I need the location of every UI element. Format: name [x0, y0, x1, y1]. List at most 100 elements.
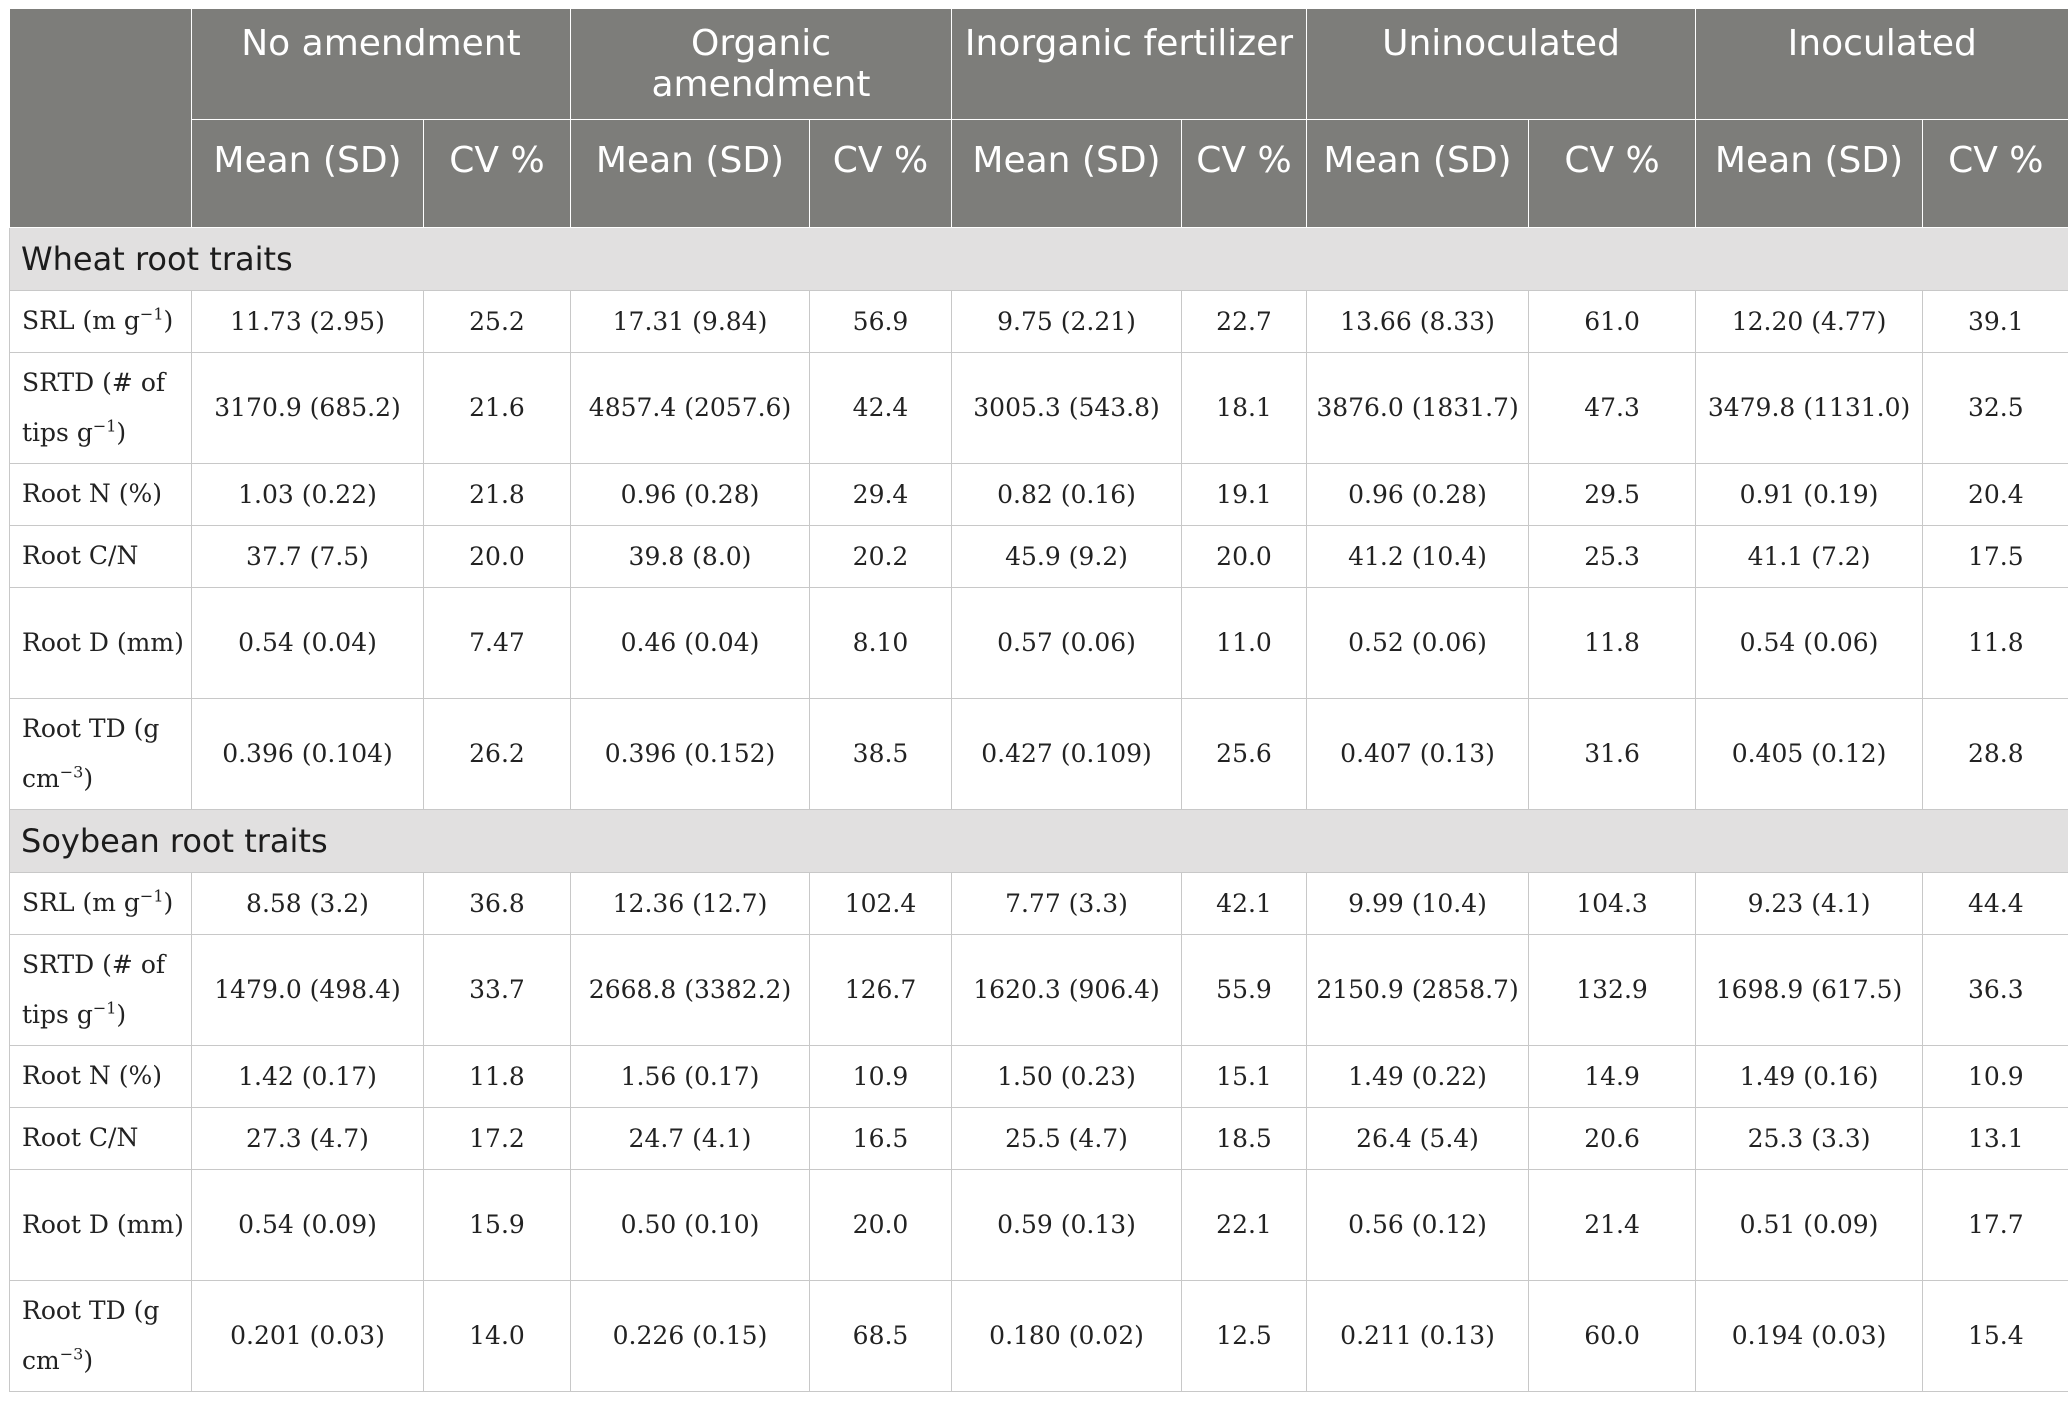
- trait-label-exponent: −1: [139, 304, 164, 324]
- data-table-wrapper: No amendment Organic amendment Inorganic…: [8, 9, 2068, 1392]
- trait-label-text: SRL (m g: [22, 306, 140, 335]
- cv-cell: 18.5: [1181, 1107, 1307, 1170]
- trait-label: Root N (%): [9, 1045, 192, 1108]
- mean-sd-cell: 17.31 (9.84): [570, 290, 810, 353]
- trait-label-suffix: ): [83, 763, 94, 793]
- mean-sd-cell: 9.99 (10.4): [1306, 872, 1529, 935]
- table-row: Root N (%) 1.03 (0.22) 21.8 0.96 (0.28) 29.4…: [9, 463, 2068, 526]
- mean-sd-cell: 2150.9 (2858.7): [1306, 934, 1529, 1046]
- mean-sd-cell: 41.1 (7.2): [1695, 525, 1923, 588]
- cv-cell: 11.8: [1922, 587, 2068, 699]
- cv-cell: 11.8: [1528, 587, 1696, 699]
- trait-label: SRL (m g−1): [9, 872, 192, 935]
- mean-sd-cell: 25.3 (3.3): [1695, 1107, 1923, 1170]
- mean-sd-cell: 4857.4 (2057.6): [570, 352, 810, 464]
- group-header: Uninoculated: [1306, 9, 1696, 120]
- table-row: SRL (m g−1) 11.73 (2.95) 25.2 17.31 (9.84) 5…: [9, 290, 2068, 353]
- cv-cell: 15.4: [1922, 1280, 2068, 1392]
- mean-sd-header: Mean (SD): [1695, 119, 1923, 228]
- cv-cell: 36.3: [1922, 934, 2068, 1046]
- mean-sd-cell: 41.2 (10.4): [1306, 525, 1529, 588]
- corner-header-cell: [9, 9, 192, 228]
- cv-cell: 15.9: [423, 1169, 571, 1281]
- root-traits-table: No amendment Organic amendment Inorganic…: [8, 9, 2068, 1392]
- cv-cell: 56.9: [808, 290, 952, 353]
- mean-sd-cell: 3876.0 (1831.7): [1306, 352, 1529, 464]
- group-header: Organic amendment: [569, 9, 952, 120]
- cv-cell: 60.0: [1528, 1280, 1696, 1392]
- cv-cell: 14.9: [1528, 1045, 1696, 1108]
- mean-sd-cell: 1.49 (0.16): [1695, 1045, 1923, 1108]
- cv-header: CV %: [808, 119, 952, 228]
- mean-sd-cell: 27.3 (4.7): [191, 1107, 424, 1170]
- group-header: Inorganic fertilizer: [951, 9, 1307, 120]
- cv-cell: 33.7: [423, 934, 571, 1046]
- mean-sd-cell: 0.57 (0.06): [951, 587, 1182, 699]
- cv-cell: 42.1: [1181, 872, 1307, 935]
- cv-cell: 17.7: [1922, 1169, 2068, 1281]
- cv-cell: 20.2: [808, 525, 952, 588]
- cv-cell: 12.5: [1181, 1280, 1307, 1392]
- trait-label-exponent: −3: [59, 1344, 84, 1364]
- cv-cell: 68.5: [808, 1280, 952, 1392]
- mean-sd-cell: 24.7 (4.1): [570, 1107, 810, 1170]
- table-row: Root D (mm) 0.54 (0.04) 7.47 0.46 (0.04) 8.1…: [9, 587, 2068, 699]
- mean-sd-header: Mean (SD): [570, 119, 810, 228]
- cv-cell: 25.6: [1181, 698, 1307, 810]
- cv-header: CV %: [1528, 119, 1696, 228]
- mean-sd-cell: 3005.3 (543.8): [951, 352, 1182, 464]
- trait-label-text: Root C/N: [22, 541, 139, 570]
- mean-sd-cell: 11.73 (2.95): [191, 290, 424, 353]
- trait-label-exponent: −1: [92, 998, 117, 1018]
- trait-label: Root TD (g cm−3): [9, 698, 192, 810]
- table-row: Root TD (g cm−3) 0.201 (0.03) 14.0 0.226 (0…: [9, 1280, 2068, 1392]
- cv-cell: 19.1: [1181, 463, 1307, 526]
- cv-cell: 42.4: [808, 352, 952, 464]
- mean-sd-header: Mean (SD): [1306, 119, 1529, 228]
- cv-cell: 21.6: [423, 352, 571, 464]
- table-row: Root N (%) 1.42 (0.17) 11.8 1.56 (0.17) 10.9…: [9, 1045, 2068, 1108]
- cv-cell: 36.8: [423, 872, 571, 935]
- mean-sd-cell: 9.23 (4.1): [1695, 872, 1923, 935]
- mean-sd-cell: 0.91 (0.19): [1695, 463, 1923, 526]
- trait-label: Root N (%): [9, 463, 192, 526]
- cv-header: CV %: [423, 119, 571, 228]
- trait-label-suffix: ): [116, 417, 127, 447]
- cv-cell: 29.5: [1528, 463, 1696, 526]
- cv-cell: 7.47: [423, 587, 571, 699]
- mean-sd-cell: 0.46 (0.04): [570, 587, 810, 699]
- group-header: Inoculated: [1695, 9, 2068, 120]
- mean-sd-cell: 3479.8 (1131.0): [1695, 352, 1923, 464]
- cv-cell: 38.5: [808, 698, 952, 810]
- mean-sd-cell: 0.427 (0.109): [951, 698, 1182, 810]
- section-row: Wheat root traits: [8, 227, 2068, 291]
- mean-sd-cell: 1479.0 (498.4): [191, 934, 424, 1046]
- table-row: Root C/N 37.7 (7.5) 20.0 39.8 (8.0) 20.2 45.9…: [9, 525, 2068, 588]
- trait-label-text: Root TD (g cm: [22, 1295, 160, 1375]
- cv-cell: 25.2: [423, 290, 571, 353]
- trait-label: Root D (mm): [9, 587, 192, 699]
- mean-sd-cell: 9.75 (2.21): [951, 290, 1182, 353]
- mean-sd-cell: 0.82 (0.16): [951, 463, 1182, 526]
- mean-sd-cell: 45.9 (9.2): [951, 525, 1182, 588]
- cv-header: CV %: [1922, 119, 2068, 228]
- section-row: Soybean root traits: [8, 809, 2068, 873]
- trait-label-text: SRTD (# of tips g: [22, 949, 166, 1029]
- mean-sd-header: Mean (SD): [951, 119, 1182, 228]
- cv-cell: 11.8: [423, 1045, 571, 1108]
- group-header: No amendment: [191, 9, 571, 120]
- mean-sd-header: Mean (SD): [191, 119, 424, 228]
- cv-cell: 22.7: [1181, 290, 1307, 353]
- mean-sd-cell: 12.20 (4.77): [1695, 290, 1923, 353]
- mean-sd-cell: 0.52 (0.06): [1306, 587, 1529, 699]
- cv-cell: 47.3: [1528, 352, 1696, 464]
- mean-sd-cell: 0.96 (0.28): [570, 463, 810, 526]
- mean-sd-cell: 37.7 (7.5): [191, 525, 424, 588]
- cv-cell: 22.1: [1181, 1169, 1307, 1281]
- cv-cell: 10.9: [808, 1045, 952, 1108]
- trait-label-suffix: ): [83, 1345, 94, 1375]
- mean-sd-cell: 7.77 (3.3): [951, 872, 1182, 935]
- mean-sd-cell: 0.405 (0.12): [1695, 698, 1923, 810]
- header-row-groups: No amendment Organic amendment Inorganic…: [9, 9, 2068, 228]
- cv-cell: 55.9: [1181, 934, 1307, 1046]
